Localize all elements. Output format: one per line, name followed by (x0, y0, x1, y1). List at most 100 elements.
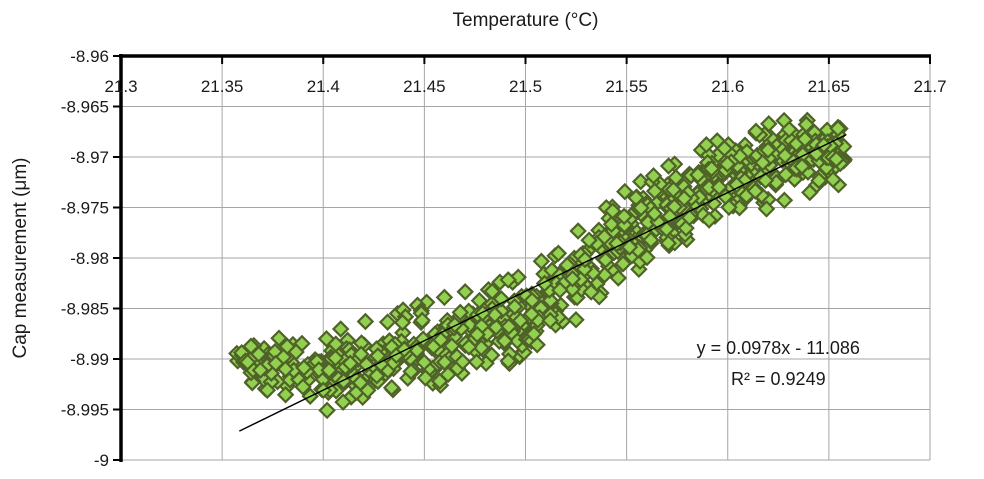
scatter-point (341, 354, 360, 373)
scatter-point (797, 115, 816, 134)
y-tick-label: -9 (94, 451, 109, 470)
y-tick-label: -8.97 (70, 148, 109, 167)
x-tick-label: 21.6 (711, 77, 744, 96)
scatter-point (460, 316, 479, 334)
scatter-point (453, 353, 472, 371)
scatter-point (796, 130, 814, 148)
scatter-point (472, 339, 491, 357)
scatter-point (509, 268, 527, 286)
scatter-point (595, 228, 614, 246)
scatter-point (432, 331, 450, 349)
scatter-point (331, 320, 350, 338)
scatter-point (532, 252, 551, 271)
scatter-point (430, 372, 449, 390)
scatter-point (414, 330, 432, 348)
scatter-point (451, 303, 470, 322)
scatter-point (535, 274, 554, 293)
y-tick-label: -8.99 (70, 350, 109, 369)
scatter-point (326, 349, 345, 367)
trendline-annotation: y = 0.0978x - 11.086 R² = 0.9249 (697, 333, 860, 395)
scatter-point (580, 231, 598, 249)
scatter-point (759, 141, 777, 159)
scatter-point (525, 325, 543, 343)
scatter-point (632, 199, 650, 217)
scatter-point (700, 211, 718, 229)
scatter-point (393, 313, 412, 332)
scatter-point (402, 362, 420, 381)
scatter-point (780, 120, 798, 139)
scatter-point (603, 202, 622, 220)
x-tick-label: 21.7 (913, 77, 946, 96)
scatter-point (446, 316, 464, 334)
scatter-point (551, 281, 569, 299)
scatter-point (500, 317, 518, 336)
scatter-point (638, 248, 656, 267)
scatter-point (238, 353, 257, 371)
scatter-point (528, 336, 546, 354)
scatter-point (677, 219, 695, 237)
scatter-point (327, 335, 345, 353)
scatter-point (747, 122, 765, 141)
scatter-point (356, 312, 375, 331)
y-tick-label: -8.98 (70, 249, 109, 268)
scatter-point (243, 373, 262, 392)
scatter-point (549, 244, 568, 263)
scatter-point (352, 345, 370, 363)
scatter-point (249, 345, 268, 363)
scatter-point (541, 311, 559, 330)
scatter-point (810, 171, 828, 190)
scatter-point (756, 171, 775, 190)
y-axis-title: Cap measurement (μm) (10, 157, 31, 359)
x-tick-label: 21.3 (104, 77, 137, 96)
scatter-point (576, 250, 594, 269)
scatter-point (697, 136, 716, 154)
scatter-point (661, 207, 679, 226)
scatter-point (435, 353, 454, 371)
scatter-point (718, 155, 737, 173)
scatter-point (483, 282, 501, 301)
scatter-point (582, 283, 600, 301)
scatter-point (680, 208, 699, 227)
scatter-point (334, 393, 352, 411)
scatter-point (505, 297, 524, 316)
scatter-point (460, 338, 478, 356)
scatter-point (267, 354, 285, 373)
scatter-point (645, 204, 664, 223)
scatter-point (615, 207, 633, 226)
scatter-point (642, 231, 660, 249)
scatter-point (659, 157, 678, 175)
scatter-point (456, 283, 474, 301)
y-tick-label: -8.985 (61, 300, 109, 319)
scatter-point (776, 146, 794, 165)
scatter-point (675, 189, 693, 208)
x-tick-label: 21.5 (509, 77, 542, 96)
scatter-point (746, 182, 765, 200)
scatter-point (415, 353, 433, 372)
y-tick-label: -8.96 (70, 47, 109, 66)
scatter-point (793, 157, 811, 176)
scatter-point (727, 176, 746, 194)
scatter-point (334, 372, 353, 390)
scatter-point (443, 337, 461, 355)
trendline-equation: y = 0.0978x - 11.086 (696, 337, 860, 358)
scatter-point (645, 182, 664, 200)
scatter-point (467, 353, 486, 371)
scatter-point (614, 254, 632, 273)
scatter-point (644, 167, 663, 185)
scatter-point (492, 290, 511, 308)
scatter-point (596, 251, 615, 269)
y-tick-label: -8.975 (61, 199, 109, 218)
scatter-point (416, 369, 435, 387)
scatter-point (563, 269, 582, 288)
scatter-point (294, 378, 312, 396)
x-tick-label: 21.4 (307, 77, 340, 96)
scatter-point (473, 304, 492, 322)
scatter-point (620, 238, 639, 256)
scatter-point (801, 183, 819, 202)
scatter-point (689, 166, 707, 184)
trendline (239, 134, 847, 432)
scatter-point (715, 139, 734, 158)
scatter-point (775, 191, 794, 210)
x-tick-label: 21.55 (605, 77, 648, 96)
